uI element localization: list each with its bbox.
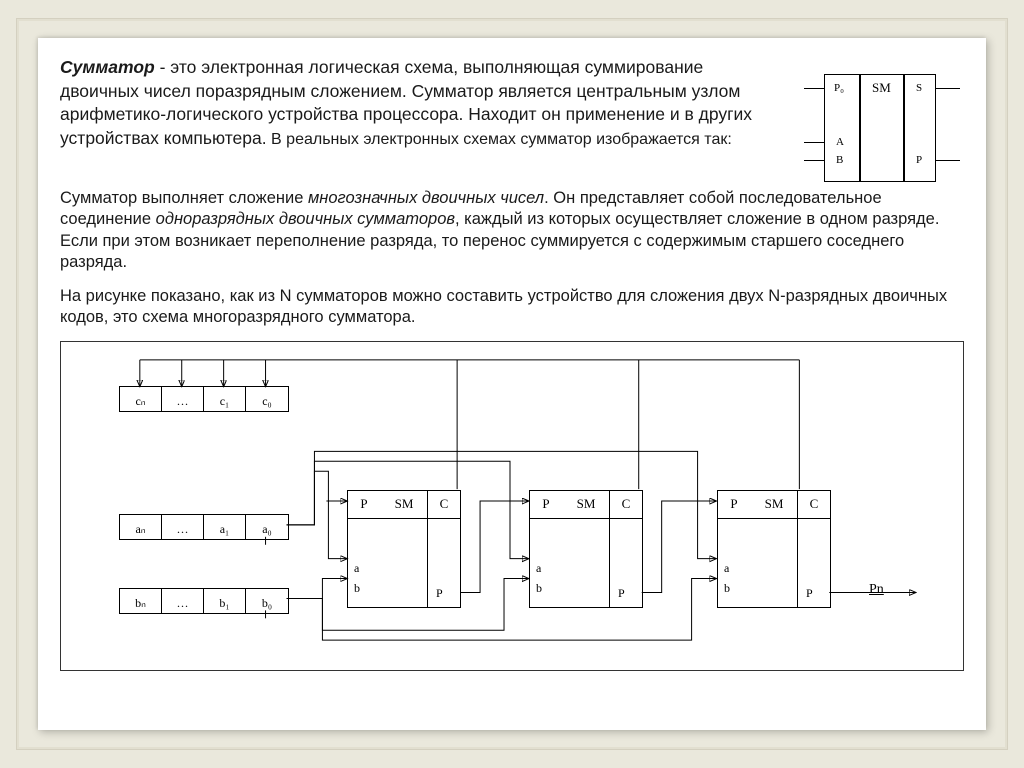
sm-symbol-s: S	[916, 82, 922, 94]
register-b: bₙ … b₁ b₀	[119, 588, 289, 614]
sm1-col-right: C P	[609, 490, 643, 608]
sm-lead-s	[936, 88, 960, 89]
sm-lead-p	[936, 160, 960, 161]
sm2-col-left: P a b	[717, 490, 751, 608]
sm-symbol-b: B	[836, 154, 843, 166]
sm2-col-right: C P	[797, 490, 831, 608]
sm0-pin-b: b	[354, 581, 360, 596]
sm2-p-bot: P	[806, 586, 813, 601]
sm1-pin-b: b	[536, 581, 542, 596]
term-summator: Сумматор	[60, 57, 155, 77]
register-a: aₙ … a₁ a₀	[119, 514, 289, 540]
reg-b-cell-3: b₀	[246, 589, 288, 613]
slide-page: Сумматор - это электронная логическая сх…	[38, 38, 986, 730]
sm1-col-mid: SM	[562, 490, 610, 608]
sm1-col-left: P a b	[529, 490, 563, 608]
sm0-c-label: C	[428, 491, 460, 519]
sm0-p-bot: P	[436, 586, 443, 601]
reg-c-cell-0: cₙ	[120, 387, 162, 411]
reg-a-cell-2: a₁	[204, 515, 246, 539]
top-section: Сумматор - это электронная логическая сх…	[60, 56, 964, 186]
sm1-c-label: C	[610, 491, 642, 519]
sm-lead-b	[804, 160, 824, 161]
paragraph-2: Сумматор выполняет сложение многозначных…	[60, 188, 964, 274]
sm0-sm-label: SM	[380, 491, 428, 519]
paragraph-3: На рисунке показано, как из N сумматоров…	[60, 286, 964, 329]
sm-box-0: P a b SM C P	[347, 490, 461, 608]
sm-symbol-p: P	[916, 154, 922, 166]
sm-symbol-sm: SM	[872, 80, 891, 96]
sm0-p-top: P	[348, 491, 380, 519]
sm-lead-p0	[804, 88, 824, 89]
reg-b-cell-2: b₁	[204, 589, 246, 613]
p2-it1: многозначных двоичных чисел	[308, 189, 544, 207]
paragraph-1: Сумматор - это электронная логическая сх…	[60, 56, 784, 151]
reg-a-cell-0: aₙ	[120, 515, 162, 539]
sm-lead-a	[804, 142, 824, 143]
sm1-p-bot: P	[618, 586, 625, 601]
sm-symbol-diagram: P₀ SM S A B P	[804, 74, 964, 186]
sm0-col-right: C P	[427, 490, 461, 608]
intro-text-block: Сумматор - это электронная логическая сх…	[60, 56, 784, 161]
p2-a: Сумматор выполняет сложение	[60, 189, 308, 207]
multi-adder-diagram: cₙ … c₁ c₀ aₙ … a₁ a₀ bₙ … b₁ b₀ P a b	[60, 341, 964, 671]
reg-a-cell-3: a₀	[246, 515, 288, 539]
p2-it2: одноразрядных двоичных сумматоров	[156, 210, 455, 228]
sm0-pin-a: a	[354, 561, 359, 576]
sm-box-1: P a b SM C P	[529, 490, 643, 608]
sm0-col-left: P a b	[347, 490, 381, 608]
reg-c-cell-1: …	[162, 387, 204, 411]
sm-symbol-a: A	[836, 136, 844, 148]
sm2-c-label: C	[798, 491, 830, 519]
reg-b-cell-1: …	[162, 589, 204, 613]
sm-symbol-p0: P₀	[834, 82, 844, 94]
sm2-pin-a: a	[724, 561, 729, 576]
sm2-p-top: P	[718, 491, 750, 519]
output-pn-label: Pn	[869, 582, 884, 598]
reg-a-cell-1: …	[162, 515, 204, 539]
p1-tail: В реальных электронных схемах сумматор и…	[267, 131, 732, 148]
reg-c-cell-3: c₀	[246, 387, 288, 411]
sm1-pin-a: a	[536, 561, 541, 576]
sm1-sm-label: SM	[562, 491, 610, 519]
sm1-p-top: P	[530, 491, 562, 519]
reg-b-cell-0: bₙ	[120, 589, 162, 613]
reg-c-cell-2: c₁	[204, 387, 246, 411]
sm0-col-mid: SM	[380, 490, 428, 608]
sm2-sm-label: SM	[750, 491, 798, 519]
sm2-col-mid: SM	[750, 490, 798, 608]
sm2-pin-b: b	[724, 581, 730, 596]
sm-box-2: P a b SM C P	[717, 490, 831, 608]
register-c: cₙ … c₁ c₀	[119, 386, 289, 412]
